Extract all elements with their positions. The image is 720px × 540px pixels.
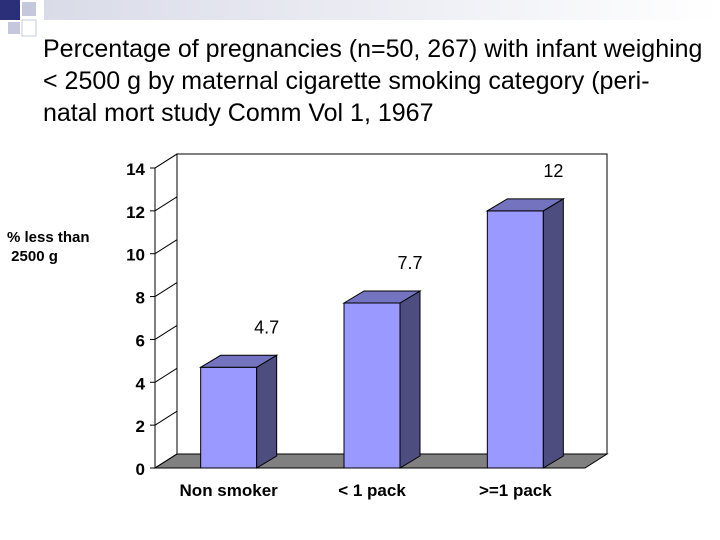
y-gridline-side bbox=[154, 196, 178, 212]
bar-side bbox=[256, 354, 278, 469]
y-tick-label: 4 bbox=[136, 374, 146, 393]
bar bbox=[486, 210, 544, 469]
data-label: 4.7 bbox=[254, 317, 279, 337]
y-gridline-side bbox=[154, 239, 178, 255]
bar-top bbox=[485, 198, 566, 212]
y-gridline-side bbox=[154, 325, 178, 340]
y-gridline-side bbox=[154, 153, 178, 169]
data-label: 12 bbox=[543, 161, 563, 181]
y-tick-label: 0 bbox=[136, 460, 145, 479]
bar-side bbox=[542, 197, 564, 469]
x-tick-label: Non smoker bbox=[180, 481, 279, 500]
y-tick-label: 8 bbox=[136, 289, 145, 308]
y-tick-label: 2 bbox=[136, 417, 145, 436]
bar-side bbox=[399, 290, 421, 469]
plot-side-wall bbox=[154, 153, 178, 469]
slide-bullet-squares-decoration bbox=[0, 0, 720, 37]
y-axis-label: % less than 2500 g bbox=[7, 229, 90, 265]
y-tick-label: 12 bbox=[126, 203, 145, 222]
y-gridline-side bbox=[154, 453, 178, 469]
bar-top bbox=[342, 290, 422, 304]
y-gridline-side bbox=[154, 282, 178, 297]
y-gridline-side bbox=[154, 367, 178, 383]
data-label: 7.7 bbox=[397, 253, 422, 273]
y-tick-label: 6 bbox=[136, 331, 145, 350]
bar bbox=[343, 302, 401, 469]
bar bbox=[200, 366, 258, 469]
x-tick-label: >=1 pack bbox=[479, 481, 552, 500]
y-gridline-side bbox=[154, 410, 178, 426]
y-tick-label: 10 bbox=[126, 246, 145, 265]
y-tick-label: 14 bbox=[126, 160, 145, 179]
slide-title: Percentage of pregnancies (n=50, 267) wi… bbox=[43, 35, 703, 127]
bar-top bbox=[198, 354, 279, 368]
x-tick-label: < 1 pack bbox=[338, 481, 406, 500]
